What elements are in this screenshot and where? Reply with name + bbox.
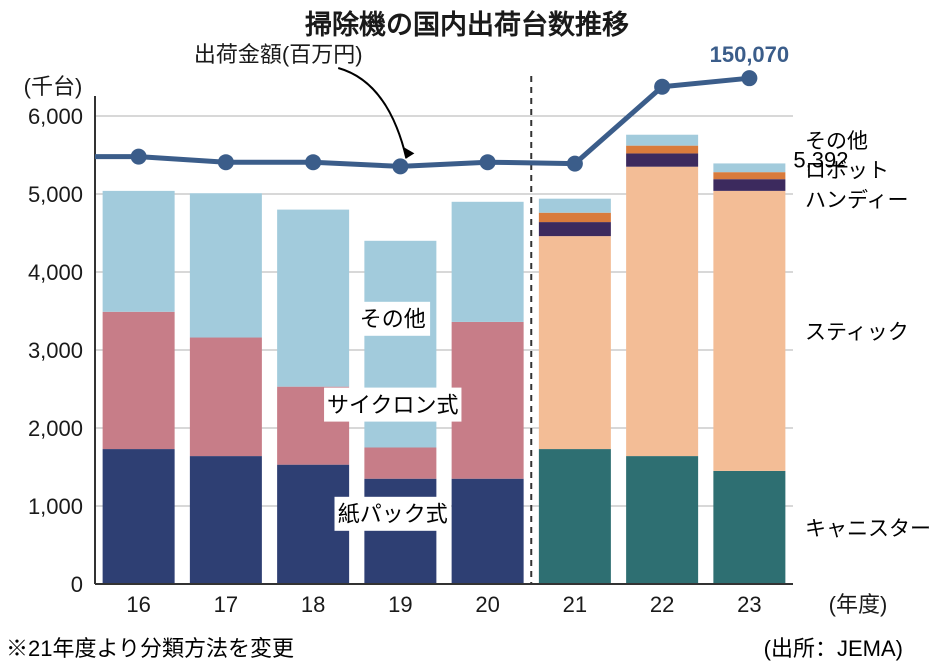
new-cat-label-stick: スティック <box>805 321 909 344</box>
x-tick-label: 21 <box>563 592 587 617</box>
bar-seg-stick <box>539 236 611 449</box>
bar-seg-other <box>626 135 698 146</box>
old-cat-label-other: その他 <box>360 307 426 332</box>
x-tick-label: 18 <box>301 592 325 617</box>
bar-seg-handy <box>539 222 611 236</box>
bar-seg-cyclone <box>364 448 436 479</box>
line-value-callout: 150,070 <box>710 42 790 67</box>
chart-title: 掃除機の国内出荷台数推移 <box>305 9 629 40</box>
bar-seg-robot <box>626 146 698 154</box>
line-marker <box>131 149 147 165</box>
new-cat-label-canister: キャニスター <box>805 517 931 540</box>
x-tick-label: 23 <box>737 592 761 617</box>
x-axis-label: (年度) <box>829 592 888 617</box>
x-tick-label: 17 <box>214 592 238 617</box>
y-tick-label: 2,000 <box>28 416 83 441</box>
bar-seg-canister <box>539 449 611 584</box>
bar-seg-stick <box>713 191 785 471</box>
bar-seg-handy <box>626 153 698 166</box>
line-marker <box>480 154 496 170</box>
line-marker <box>741 70 757 86</box>
line-marker <box>392 158 408 174</box>
x-tick-label: 22 <box>650 592 674 617</box>
bar-seg-stick <box>626 167 698 456</box>
bar-seg-paper <box>103 449 175 584</box>
chart-root: 掃除機の国内出荷台数推移 0 1,000 2,000 3,000 4,000 5,000 6,… <box>0 0 934 666</box>
bar-seg-handy <box>713 179 785 191</box>
bar-seg-paper <box>452 479 524 584</box>
bar-seg-other <box>190 193 262 337</box>
bar-seg-canister <box>713 471 785 584</box>
old-cat-label-cyclone: サイクロン式 <box>327 392 459 417</box>
line-marker <box>218 154 234 170</box>
new-cat-label-handy: ハンディー <box>805 189 909 212</box>
x-tick-label: 20 <box>475 592 499 617</box>
bar-seg-other <box>452 202 524 322</box>
arrow-line <box>338 68 406 158</box>
line-marker <box>654 79 670 95</box>
x-tick-label: 19 <box>388 592 412 617</box>
new-cat-label-robot: ロボット <box>805 160 889 183</box>
bar-seg-paper <box>190 456 262 584</box>
line-series-label: 出荷金額(百万円) <box>194 42 363 67</box>
footnote: ※21年度より分類方法を変更 <box>6 636 294 661</box>
source-label: (出所：JEMA) <box>764 636 903 661</box>
y-tick-label: 4,000 <box>28 260 83 285</box>
bar-seg-cyclone <box>452 322 524 479</box>
new-cat-label-other: その他 <box>805 130 868 153</box>
y-tick-label: 0 <box>71 572 83 597</box>
y-tick-label: 1,000 <box>28 494 83 519</box>
bar-seg-canister <box>626 456 698 584</box>
line-marker <box>567 156 583 172</box>
bar-seg-cyclone <box>103 312 175 449</box>
bar-seg-paper <box>364 479 436 584</box>
y-tick-label: 5,000 <box>28 182 83 207</box>
bar-seg-other <box>713 163 785 172</box>
y-tick-label: 3,000 <box>28 338 83 363</box>
bar-seg-other <box>103 191 175 312</box>
x-tick-label: 16 <box>126 592 150 617</box>
y-tick-label: 6,000 <box>28 104 83 129</box>
line-marker <box>305 154 321 170</box>
old-cat-label-paper: 紙パック式 <box>338 502 448 527</box>
bar-seg-robot <box>713 172 785 179</box>
y-axis-label: (千台) <box>24 74 83 99</box>
bar-seg-other <box>277 210 349 387</box>
bar-seg-cyclone <box>190 338 262 457</box>
bar-seg-other <box>539 199 611 213</box>
bar-seg-robot <box>539 213 611 222</box>
